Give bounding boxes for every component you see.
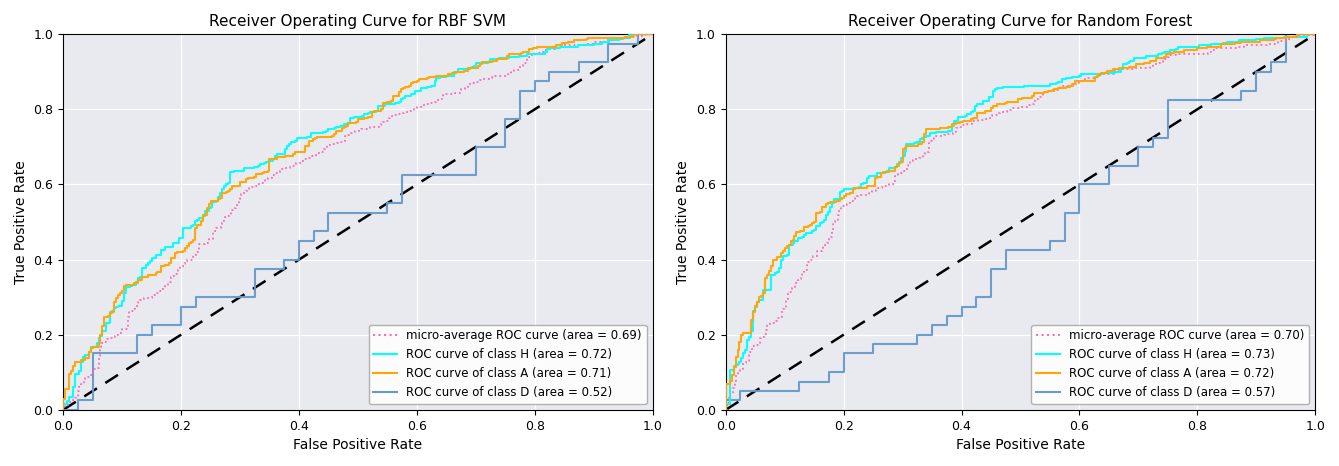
Title: Receiver Operating Curve for RBF SVM: Receiver Operating Curve for RBF SVM: [209, 14, 506, 29]
Title: Receiver Operating Curve for Random Forest: Receiver Operating Curve for Random Fore…: [849, 14, 1193, 29]
X-axis label: False Positive Rate: False Positive Rate: [956, 438, 1085, 452]
Legend: micro-average ROC curve (area = 0.69), ROC curve of class H (area = 0.72), ROC c: micro-average ROC curve (area = 0.69), R…: [368, 325, 647, 404]
Y-axis label: True Positive Rate: True Positive Rate: [13, 160, 28, 284]
Legend: micro-average ROC curve (area = 0.70), ROC curve of class H (area = 0.73), ROC c: micro-average ROC curve (area = 0.70), R…: [1031, 325, 1310, 404]
Y-axis label: True Positive Rate: True Positive Rate: [676, 160, 691, 284]
X-axis label: False Positive Rate: False Positive Rate: [293, 438, 423, 452]
